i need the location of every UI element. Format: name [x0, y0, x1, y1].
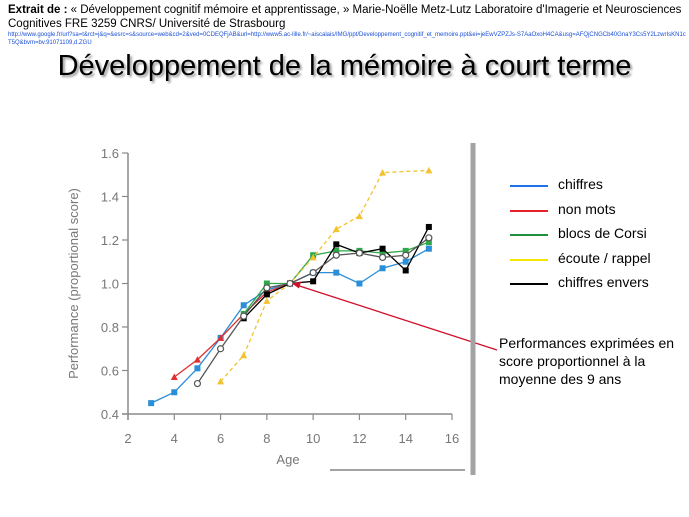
- data-point-ecoute-rappel: [263, 297, 271, 304]
- legend-label: chiffres envers: [558, 274, 649, 290]
- y-axis-label: Performance (proportional score): [66, 188, 81, 379]
- y-tick-label: 0.6: [101, 364, 119, 379]
- data-point-unlabeled: [425, 234, 433, 242]
- annotation-text: Performances exprimées en score proporti…: [499, 335, 675, 387]
- x-axis-label: Age: [276, 452, 299, 467]
- legend-swatch: [510, 283, 548, 285]
- data-point-chiffres: [171, 389, 178, 396]
- series-line-ecoute-rappel: [220, 169, 429, 382]
- data-point-chiffres-envers: [333, 241, 340, 248]
- x-tick-label: 4: [171, 431, 178, 446]
- data-point-chiffres-envers: [310, 278, 317, 285]
- y-tick-label: 1.4: [101, 190, 119, 205]
- data-point-unlabeled: [216, 345, 225, 353]
- x-tick-label: 12: [352, 431, 366, 446]
- series-line-chiffres: [150, 248, 430, 404]
- data-point-chiffres-envers: [379, 245, 386, 252]
- data-point-chiffres: [194, 365, 201, 372]
- y-tick-label: 1.2: [101, 233, 119, 248]
- legend-swatch: [510, 258, 548, 261]
- data-point-ecoute-rappel: [217, 377, 225, 385]
- data-point-chiffres: [425, 245, 432, 252]
- x-tick-label: 2: [124, 431, 131, 446]
- x-tick-label: 14: [398, 431, 412, 446]
- data-point-ecoute-rappel: [355, 212, 363, 220]
- y-tick-label: 1.0: [101, 277, 119, 292]
- data-point-unlabeled: [240, 312, 248, 320]
- data-point-ecoute-rappel: [309, 253, 317, 261]
- data-point-chiffres: [402, 258, 409, 265]
- data-point-unlabeled: [402, 251, 410, 259]
- data-point-unlabeled: [332, 251, 340, 259]
- y-tick-label: 1.6: [101, 146, 119, 161]
- data-point-non-mots: [193, 356, 201, 363]
- data-point-chiffres-envers: [402, 267, 409, 274]
- x-tick-label: 10: [306, 431, 320, 446]
- slide-title: Développement de la mémoire à court term…: [57, 50, 632, 82]
- data-point-blocs-de-corsi: [333, 247, 340, 254]
- citation-prefix: Extrait de :: [8, 4, 68, 16]
- legend-label: blocs de Corsi: [558, 225, 647, 241]
- citation: Extrait de : « Développement cognitif mé…: [8, 3, 688, 31]
- citation-url[interactable]: http://www.google.fr/url?sa=t&rct=j&q=&e…: [8, 32, 686, 46]
- legend-swatch: [510, 185, 548, 187]
- data-point-blocs-de-corsi: [379, 250, 386, 257]
- data-point-blocs-de-corsi: [425, 239, 432, 246]
- series-line-non-mots: [173, 282, 291, 378]
- data-point-blocs-de-corsi: [263, 280, 270, 287]
- data-point-ecoute-rappel: [240, 351, 248, 359]
- data-point-blocs-de-corsi: [402, 247, 409, 254]
- annotation-arrow-head: [292, 281, 301, 289]
- data-point-unlabeled: [378, 253, 387, 261]
- x-tick-label: 16: [445, 431, 459, 446]
- y-tick-label: 0.4: [101, 407, 119, 422]
- data-point-unlabeled: [263, 284, 271, 292]
- x-tick-label: 8: [263, 431, 270, 446]
- data-point-unlabeled: [355, 249, 364, 257]
- citation-text: « Développement cognitif mémoire et appr…: [8, 4, 682, 30]
- legend-label: écoute / rappel: [558, 249, 651, 266]
- data-point-non-mots: [217, 334, 225, 341]
- legend-label: chiffres: [558, 176, 603, 192]
- data-point-ecoute-rappel: [332, 225, 340, 233]
- data-point-chiffres: [356, 280, 363, 287]
- data-point-chiffres: [333, 269, 340, 276]
- legend-swatch: [510, 234, 548, 236]
- data-point-non-mots: [170, 373, 178, 381]
- annotation-arrow-line: [297, 284, 498, 351]
- data-point-ecoute-rappel: [379, 169, 387, 176]
- data-point-ecoute-rappel: [425, 166, 433, 174]
- data-point-chiffres: [240, 302, 247, 309]
- data-point-chiffres: [379, 265, 386, 272]
- y-tick-label: 0.8: [101, 320, 119, 335]
- data-point-unlabeled: [193, 379, 202, 388]
- data-point-chiffres: [148, 400, 155, 407]
- x-tick-label: 6: [217, 431, 224, 446]
- legend-label: non mots: [558, 200, 616, 217]
- data-point-chiffres-envers: [263, 291, 270, 298]
- data-point-unlabeled: [309, 269, 317, 277]
- data-point-chiffres-envers: [425, 223, 432, 230]
- legend-swatch: [510, 209, 548, 212]
- plot-area: 0.4 0.6 0.8 1.0 1.2 1.4 1.6 2 4 6 8 10 12 14 16 Age Perf…: [66, 146, 498, 467]
